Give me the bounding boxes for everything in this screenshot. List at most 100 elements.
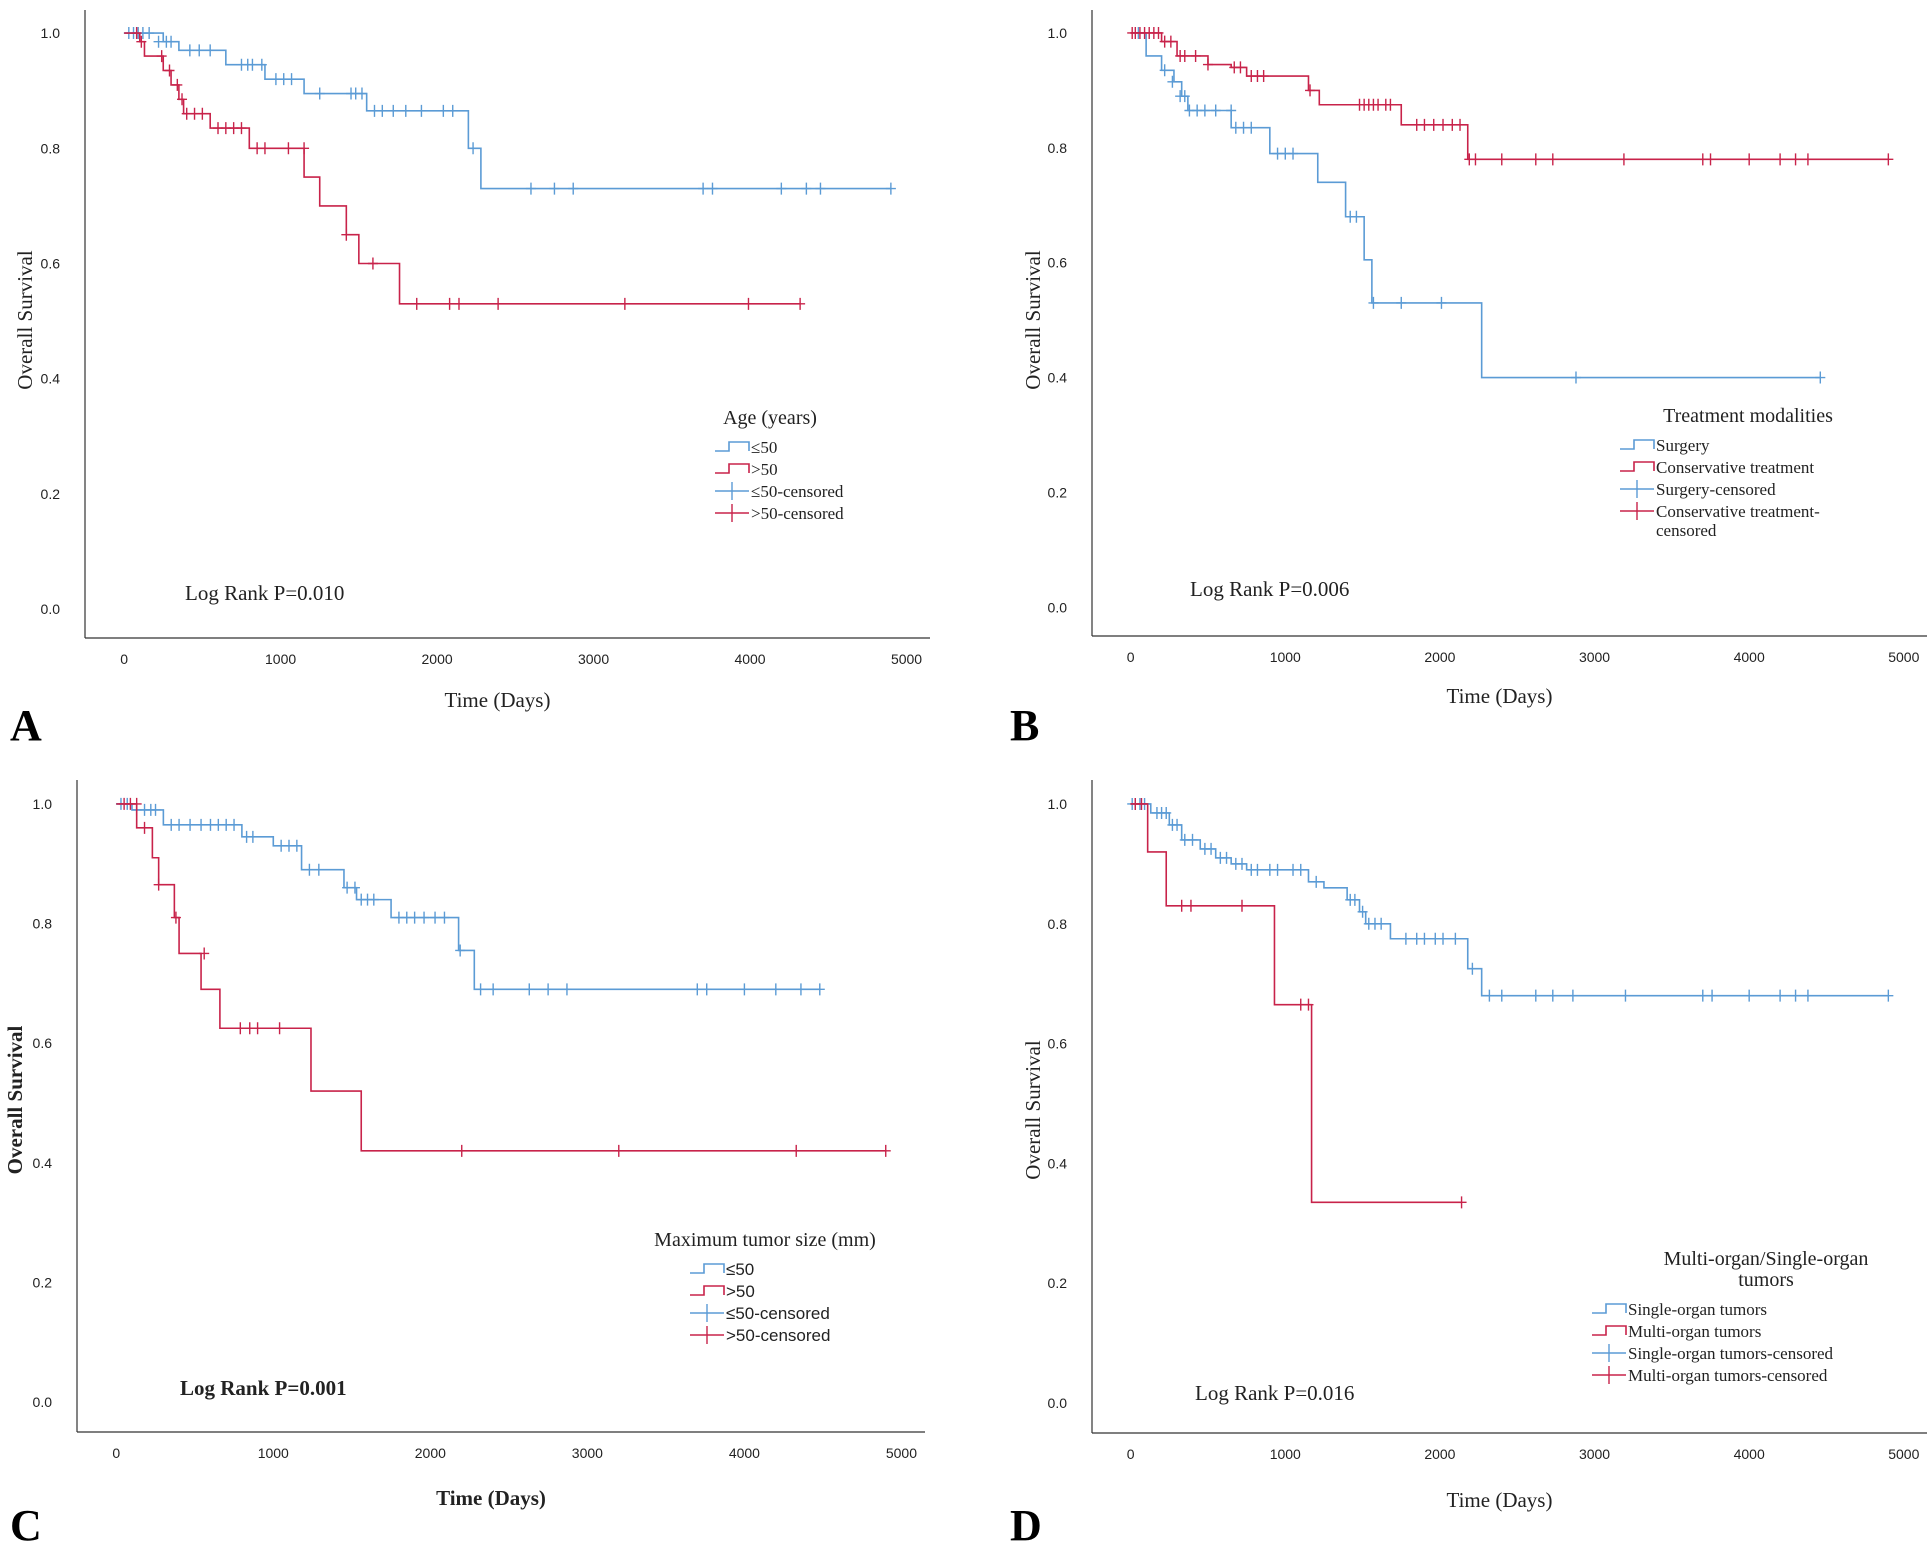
censor-mark <box>1161 806 1172 819</box>
x-tick-label: 0 <box>112 1445 120 1461</box>
censor-mark <box>453 297 464 310</box>
x-tick-label: 4000 <box>729 1445 760 1461</box>
censor-mark <box>1167 75 1178 88</box>
censor-mark <box>488 983 499 996</box>
censor-mark <box>1385 98 1396 111</box>
censor-mark <box>1179 90 1190 103</box>
censor-mark <box>739 983 750 996</box>
y-tick-label: 0.6 <box>1048 1036 1068 1052</box>
legend-label: >50 <box>726 1282 755 1301</box>
legend-label: ≤50-censored <box>751 482 844 501</box>
censor-mark <box>1547 153 1558 166</box>
legend-censor-swatch <box>1592 1344 1626 1362</box>
censor-mark <box>274 1022 285 1035</box>
survival-curve <box>1130 32 1889 161</box>
censor-mark <box>456 1144 467 1157</box>
censor-mark <box>743 297 754 310</box>
censor-mark <box>444 297 455 310</box>
censor-mark <box>1153 26 1164 39</box>
legend-line-swatch <box>715 441 750 452</box>
censor-mark <box>184 44 195 57</box>
survival-curve <box>1130 803 1462 1204</box>
y-tick-label: 0.2 <box>41 486 61 502</box>
censor-mark <box>795 297 806 310</box>
censor-mark <box>1311 875 1322 888</box>
legend-line-swatch <box>1620 461 1655 472</box>
x-tick-label: 3000 <box>1579 1446 1610 1462</box>
legend-title: Treatment modalities <box>1663 405 1833 427</box>
censor-mark <box>256 58 267 71</box>
x-tick-label: 1000 <box>1270 649 1301 665</box>
censor-mark <box>341 228 352 241</box>
censor-mark <box>286 73 297 86</box>
censor-mark <box>1470 153 1481 166</box>
censor-mark <box>447 104 458 117</box>
survival-curve <box>1130 32 1821 379</box>
legend-label: Multi-organ tumors <box>1628 1322 1761 1341</box>
legend: Treatment modalities Surgery Conservative … <box>1620 405 1833 540</box>
censor-mark <box>1400 932 1411 945</box>
legend-line-swatch <box>690 1285 725 1296</box>
legend-title: tumors <box>1738 1269 1794 1291</box>
censor-mark <box>1455 118 1466 131</box>
censor-mark <box>259 142 270 155</box>
censor-mark <box>439 911 450 924</box>
censor-mark <box>1436 296 1447 309</box>
legend-line-swatch <box>715 463 750 474</box>
censor-mark <box>314 87 325 100</box>
legend-title: Maximum tumor size (mm) <box>654 1229 876 1251</box>
y-tick-label: 0.8 <box>1048 140 1068 156</box>
x-axis-title: Time (Days) <box>1447 684 1553 708</box>
x-axis-title: Time (Days) <box>436 1486 546 1510</box>
censor-mark <box>1236 857 1247 870</box>
censor-mark <box>880 1144 891 1157</box>
censor-mark <box>1567 989 1578 1002</box>
survival-curve <box>124 32 801 305</box>
censor-mark <box>153 878 164 891</box>
censor-mark <box>156 50 167 63</box>
censor-mark <box>252 1022 263 1035</box>
censor-mark <box>1199 104 1210 117</box>
legend-censor-swatch <box>1620 480 1654 498</box>
censor-mark <box>561 983 572 996</box>
y-tick-label: 0.8 <box>1048 916 1068 932</box>
legend-label: censored <box>1656 521 1717 540</box>
censor-mark <box>144 27 155 40</box>
censor-mark <box>1172 818 1183 831</box>
legend-censor-swatch <box>715 504 749 522</box>
censor-mark <box>1272 863 1283 876</box>
x-axis-title: Time (Days) <box>1447 1488 1553 1512</box>
y-tick-label: 0.6 <box>33 1035 53 1051</box>
censor-mark <box>1530 153 1541 166</box>
censor-mark <box>164 64 175 77</box>
y-tick-label: 1.0 <box>33 796 53 812</box>
legend-censor-swatch <box>1620 502 1654 520</box>
x-tick-label: 2000 <box>1424 649 1455 665</box>
censor-mark <box>776 182 787 195</box>
censor-mark <box>197 107 208 120</box>
y-tick-label: 0.4 <box>33 1155 53 1171</box>
legend-label: Multi-organ tumors-censored <box>1628 1366 1828 1385</box>
y-axis-title: Overall Survival <box>13 250 37 390</box>
censor-mark <box>196 818 207 831</box>
legend-line-swatch <box>1592 1325 1627 1336</box>
censor-mark <box>1775 153 1786 166</box>
x-tick-label: 1000 <box>265 651 296 667</box>
censor-mark <box>795 983 806 996</box>
censor-mark <box>356 87 367 100</box>
y-tick-label: 0.2 <box>33 1274 53 1290</box>
y-tick-label: 0.4 <box>1048 1155 1068 1171</box>
censor-mark <box>1428 118 1439 131</box>
panel-b: 0 1000 2000 3000 4000 5000 0.0 0.2 0.4 0.6 0.8 1.0 T… <box>1010 10 1927 750</box>
censor-mark <box>524 983 535 996</box>
censor-mark <box>291 839 302 852</box>
censor-mark <box>1357 905 1368 918</box>
panel-letter: D <box>1010 1501 1042 1544</box>
censor-mark <box>131 797 142 810</box>
censor-mark <box>1570 371 1581 384</box>
censor-mark <box>1450 932 1461 945</box>
censor-mark <box>1419 932 1430 945</box>
censor-mark <box>698 182 709 195</box>
censor-mark <box>1775 989 1786 1002</box>
